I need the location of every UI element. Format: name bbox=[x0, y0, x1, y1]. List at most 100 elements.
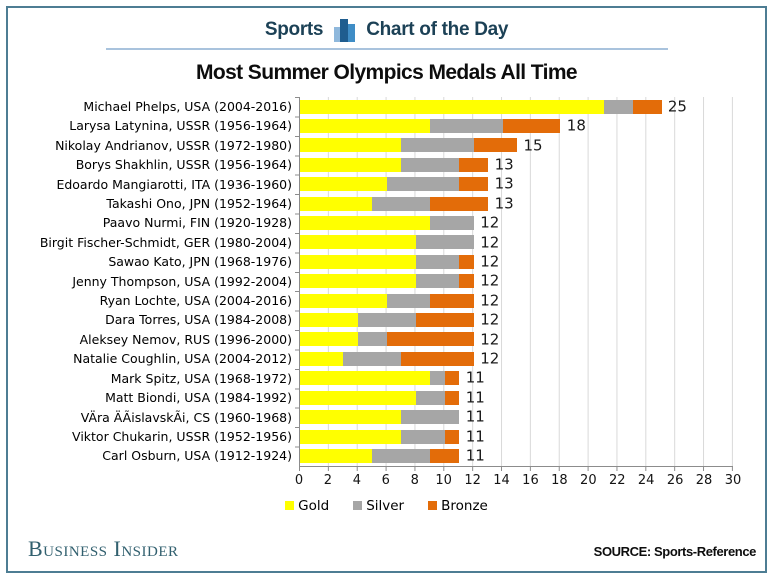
silver-segment bbox=[357, 313, 416, 328]
silver-segment bbox=[603, 99, 633, 114]
stacked-bar bbox=[300, 196, 489, 211]
bar-track: 13 bbox=[299, 155, 733, 175]
category-label: Takashi Ono, JPN (1952-1964) bbox=[106, 196, 292, 212]
legend-item-bronze: Bronze bbox=[428, 498, 488, 514]
silver-segment bbox=[415, 235, 474, 250]
category-label: Jenny Thompson, USA (1992-2004) bbox=[72, 273, 292, 289]
stacked-bar bbox=[300, 351, 474, 366]
x-axis-labels: 0 2 4 6 8 10 12 14 16 18 20 22 24 26 28 30 bbox=[295, 472, 741, 491]
category-label: Dara Torres, USA (1984-2008) bbox=[105, 312, 292, 328]
value-label: 11 bbox=[465, 407, 485, 426]
plot-area: Michael Phelps, USA (2004-2016) 25 Larysa … bbox=[8, 97, 765, 466]
chart-row: Ryan Lochte, USA (2004-2016) 12 bbox=[8, 291, 765, 311]
chart-row: Paavo Nurmi, FIN (1920-1928) 12 bbox=[8, 213, 765, 233]
bar-track: 11 bbox=[299, 426, 733, 447]
value-label: 11 bbox=[465, 388, 485, 407]
gold-segment bbox=[300, 410, 402, 425]
gold-segment bbox=[300, 390, 416, 405]
stacked-bar bbox=[300, 332, 474, 347]
chart-row: Larysa Latynina, USSR (1956-1964) 18 bbox=[8, 116, 765, 136]
x-tick-label: 22 bbox=[608, 472, 626, 488]
x-tick-label: 8 bbox=[410, 472, 419, 488]
bronze-segment bbox=[401, 351, 474, 366]
category-label: Edoardo Mangiarotti, ITA (1936-1960) bbox=[56, 176, 292, 192]
chart-row: Carl Osburn, USA (1912-1924) 11 bbox=[8, 446, 765, 466]
x-tick-label: 20 bbox=[580, 472, 597, 488]
category-label: Sawao Kato, JPN (1968-1976) bbox=[108, 254, 292, 270]
stacked-bar bbox=[300, 138, 517, 153]
silver-segment bbox=[372, 196, 431, 211]
x-tick-label: 28 bbox=[695, 472, 713, 488]
category-label: Michael Phelps, USA (2004-2016) bbox=[83, 99, 292, 114]
silver-segment bbox=[415, 274, 460, 289]
bar-track: 12 bbox=[299, 310, 733, 330]
x-tick-label: 10 bbox=[435, 472, 452, 488]
stacked-bar bbox=[300, 235, 474, 250]
business-insider-logo: Business Insider bbox=[28, 536, 179, 561]
value-label: 25 bbox=[667, 96, 687, 115]
stacked-bar bbox=[300, 293, 474, 308]
bar-track: 13 bbox=[299, 194, 733, 214]
x-tick-label: 12 bbox=[464, 472, 481, 488]
x-tick-label: 16 bbox=[522, 472, 539, 488]
value-label: 12 bbox=[480, 213, 500, 232]
bronze-segment bbox=[473, 138, 517, 153]
silver-segment bbox=[415, 390, 445, 405]
x-tick-label: 14 bbox=[493, 472, 510, 488]
stacked-bar bbox=[300, 371, 460, 386]
bronze-segment bbox=[459, 254, 474, 269]
gold-segment bbox=[300, 313, 358, 328]
gold-segment bbox=[300, 429, 402, 444]
x-axis-tickmarks bbox=[299, 466, 733, 471]
value-label: 11 bbox=[465, 426, 485, 445]
silver-segment bbox=[343, 351, 402, 366]
legend-swatch bbox=[353, 501, 363, 511]
chart-row: Takashi Ono, JPN (1952-1964) 13 bbox=[8, 194, 765, 214]
x-tick-label: 24 bbox=[637, 472, 655, 488]
x-tick-label: 0 bbox=[294, 472, 304, 488]
stacked-bar bbox=[300, 410, 460, 425]
gold-segment bbox=[300, 99, 604, 114]
category-label: Birgit Fischer-Schmidt, GER (1980-2004) bbox=[39, 234, 292, 250]
category-label: Borys Shakhlin, USSR (1956-1964) bbox=[75, 157, 292, 173]
gold-segment bbox=[300, 235, 416, 250]
footer: Business Insider SOURCE: Sports-Referenc… bbox=[8, 536, 765, 562]
value-label: 13 bbox=[494, 194, 514, 213]
medal-chart: Michael Phelps, USA (2004-2016) 25 Larysa … bbox=[8, 97, 765, 514]
gold-segment bbox=[300, 216, 431, 231]
chart-row: Michael Phelps, USA (2004-2016) 25 bbox=[8, 96, 765, 117]
silver-segment bbox=[401, 429, 445, 444]
gold-segment bbox=[300, 332, 358, 347]
stacked-bar bbox=[300, 157, 489, 172]
gold-segment bbox=[300, 119, 431, 133]
chart-row: Sawao Kato, JPN (1968-1976) 12 bbox=[8, 252, 765, 272]
value-label: 11 bbox=[465, 446, 485, 465]
chart-row: Viktor Chukarin, USSR (1952-1956) 11 bbox=[8, 426, 765, 447]
bronze-segment bbox=[430, 448, 460, 463]
bar-track: 12 bbox=[299, 291, 733, 311]
y-axis-ticks bbox=[295, 97, 299, 466]
chart-row: VÄra ÄÃislavskÃi, CS (1960-1968) 11 bbox=[8, 407, 765, 427]
chart-row: Borys Shakhlin, USSR (1956-1964) 13 bbox=[8, 155, 765, 175]
category-label: Natalie Coughlin, USA (2004-2012) bbox=[73, 351, 292, 367]
category-label: Viktor Chukarin, USSR (1952-1956) bbox=[72, 428, 292, 444]
bar-chart-icon bbox=[334, 18, 356, 42]
category-label: Aleksey Nemov, RUS (1996-2000) bbox=[79, 331, 292, 347]
bar-track: 11 bbox=[299, 368, 733, 389]
silver-segment bbox=[430, 119, 503, 133]
legend-item-gold: Gold bbox=[285, 498, 329, 514]
value-label: 11 bbox=[465, 368, 485, 387]
bar-track: 12 bbox=[299, 349, 733, 369]
bar-track: 18 bbox=[299, 116, 733, 136]
stacked-bar bbox=[300, 216, 474, 231]
value-label: 12 bbox=[480, 271, 500, 290]
silver-segment bbox=[386, 293, 431, 308]
chart-row: Dara Torres, USA (1984-2008) 12 bbox=[8, 310, 765, 330]
bronze-segment bbox=[502, 119, 561, 133]
silver-segment bbox=[401, 138, 474, 153]
value-label: 12 bbox=[480, 232, 500, 251]
header-divider bbox=[105, 48, 668, 50]
stacked-bar bbox=[300, 177, 489, 192]
silver-segment bbox=[401, 410, 460, 425]
category-label: Matt Biondi, USA (1984-1992) bbox=[105, 390, 292, 406]
